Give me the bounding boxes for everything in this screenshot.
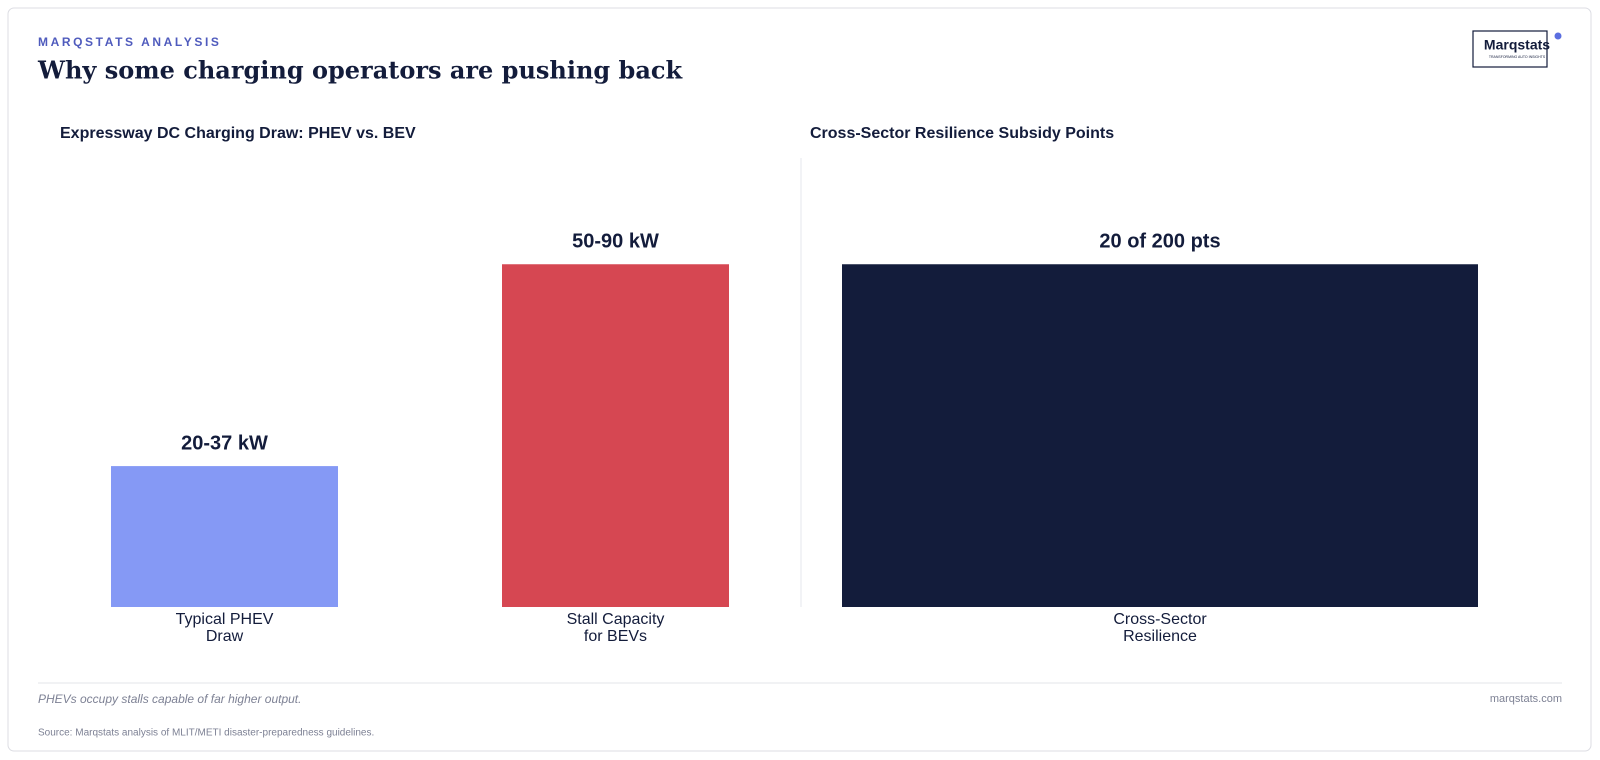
x-tick-label: Stall Capacity for BEVs	[566, 611, 665, 645]
title: Why some charging operators are pushing …	[37, 56, 684, 85]
bar	[111, 466, 338, 607]
bar	[842, 264, 1478, 607]
value-label: 20-37 kW	[181, 432, 268, 454]
value-label: 20 of 200 pts	[1099, 231, 1220, 253]
logo-dot	[1554, 32, 1562, 40]
logo-box	[1472, 30, 1548, 68]
value-label: 50-90 kW	[572, 231, 659, 253]
x-tick-label: Typical PHEV Draw	[175, 611, 274, 645]
logo-text: Marqstats	[1484, 37, 1550, 53]
site: marqstats.com	[1490, 693, 1562, 705]
footnote: PHEVs occupy stalls capable of far highe…	[38, 692, 301, 706]
logo-tagline: TRANSFORMING AUTO INSIGHTS	[1489, 55, 1546, 59]
x-tick-label: Cross-Sector Resilience	[1113, 611, 1207, 645]
source: Source: Marqstats analysis of MLIT/METI …	[38, 728, 374, 739]
bar	[502, 264, 729, 607]
kicker: MARQSTATS ANALYSIS	[38, 35, 221, 49]
panel-title: Cross-Sector Resilience Subsidy Points	[810, 125, 1114, 142]
panel-title: Expressway DC Charging Draw: PHEV vs. BE…	[60, 125, 416, 142]
logo: Marqstats TRANSFORMING AUTO INSIGHTS	[1472, 30, 1562, 68]
